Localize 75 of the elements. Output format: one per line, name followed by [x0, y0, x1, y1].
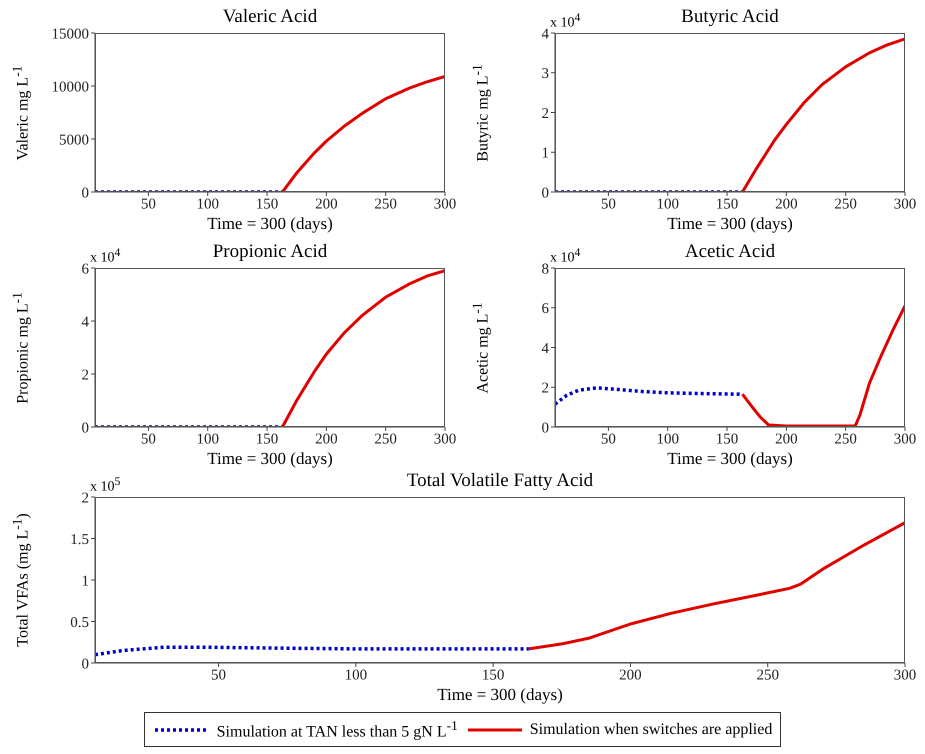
x-tick-label: 100: [344, 668, 368, 684]
x-tick-label: 300: [434, 432, 456, 448]
x-tick-label: 50: [600, 432, 616, 448]
y-tick-label: 5000: [59, 132, 89, 148]
x-tick-label: 150: [256, 196, 278, 213]
y-tick-label: 1: [542, 146, 549, 162]
chart-title: Total Volatile Fatty Acid: [406, 470, 594, 491]
x-tick-label: 250: [834, 432, 857, 448]
x-tick-label: 250: [374, 196, 397, 213]
x-tick-label: 50: [600, 196, 616, 213]
text: x 10$^{4}$: [550, 246, 580, 267]
legend-label: Simulation at TAN less than 5 gN L$^{-1}$: [216, 718, 458, 742]
x-tick-label: 100: [656, 196, 679, 213]
y-tick-label: 4: [82, 314, 90, 330]
y-tick-label: 3: [542, 66, 549, 82]
x-tick-label: 300: [894, 432, 916, 448]
x-tick-label: 250: [374, 432, 397, 448]
x-tick-label: 150: [256, 432, 278, 448]
x-tick-label: 300: [894, 196, 916, 213]
x-tick-label: 100: [196, 196, 219, 213]
y-tick-label: 2: [82, 490, 89, 506]
text: x 10$^{4}$: [90, 246, 120, 267]
x-tick-label: 200: [619, 668, 642, 684]
y-tick-label: 4: [542, 340, 550, 357]
x-tick-label: 200: [315, 196, 338, 213]
y-tick-label: 0: [82, 420, 89, 436]
y-tick-label: 0: [542, 185, 549, 202]
x-tick-label: 150: [716, 432, 738, 448]
x-axis-title: Time = 300 (days): [436, 685, 564, 705]
line-series: [280, 74, 445, 192]
x-tick-label: 250: [834, 196, 857, 213]
x-axis-title: Time = 300 (days): [666, 449, 794, 469]
y-tick-label: 10000: [52, 79, 89, 96]
line-series: [95, 645, 531, 656]
y-tick-label: 6: [82, 261, 90, 278]
y-tick-label: 6: [542, 301, 550, 318]
chart-title: Propionic Acid: [212, 241, 328, 262]
y-tick-label: 1.5: [70, 532, 89, 548]
x-tick-label: 100: [656, 432, 679, 448]
x-tick-label: 150: [716, 196, 738, 213]
y-tick-label: 1: [82, 573, 89, 590]
chart-title: Butyric Acid: [681, 6, 779, 27]
chart-title: Valeric Acid: [222, 6, 318, 28]
x-tick-label: 50: [211, 668, 226, 684]
y-tick-label: 2: [542, 106, 549, 122]
legend-label: Simulation when switches are applied: [530, 720, 772, 739]
y-tick-label: 0: [82, 656, 89, 672]
x-axis-title: Time = 300 (days): [206, 449, 334, 469]
x-tick-label: 200: [315, 432, 338, 448]
line-series: [527, 521, 905, 650]
x-tick-label: 100: [196, 432, 219, 448]
line-series: [740, 304, 905, 427]
x-tick-label: 250: [756, 668, 779, 684]
y-tick-label: 0.5: [70, 614, 89, 631]
y-tick-label: 4: [542, 26, 550, 42]
x-tick-label: 300: [894, 668, 916, 684]
x-tick-label: 50: [140, 432, 156, 448]
y-tick-label: 8: [542, 261, 549, 278]
y-tick-label: 0: [82, 185, 89, 202]
y-tick-label: 15000: [52, 26, 89, 42]
x-tick-label: 200: [775, 196, 798, 213]
line-series: [280, 269, 445, 427]
y-tick-label: 2: [542, 380, 549, 397]
y-tick-label: 2: [82, 367, 89, 384]
x-tick-label: 150: [482, 668, 504, 684]
y-tick-label: 0: [542, 420, 549, 436]
line-series: [740, 37, 905, 192]
x-tick-label: 50: [140, 196, 156, 213]
text: x 10$^{5}$: [90, 475, 120, 496]
text: x 10$^{4}$: [550, 11, 580, 32]
x-tick-label: 300: [434, 196, 456, 213]
x-axis-title: Time = 300 (days): [666, 214, 794, 234]
x-tick-label: 200: [775, 432, 798, 448]
chart-title: Acetic Acid: [684, 241, 776, 262]
x-axis-title: Time = 300 (days): [206, 214, 334, 234]
